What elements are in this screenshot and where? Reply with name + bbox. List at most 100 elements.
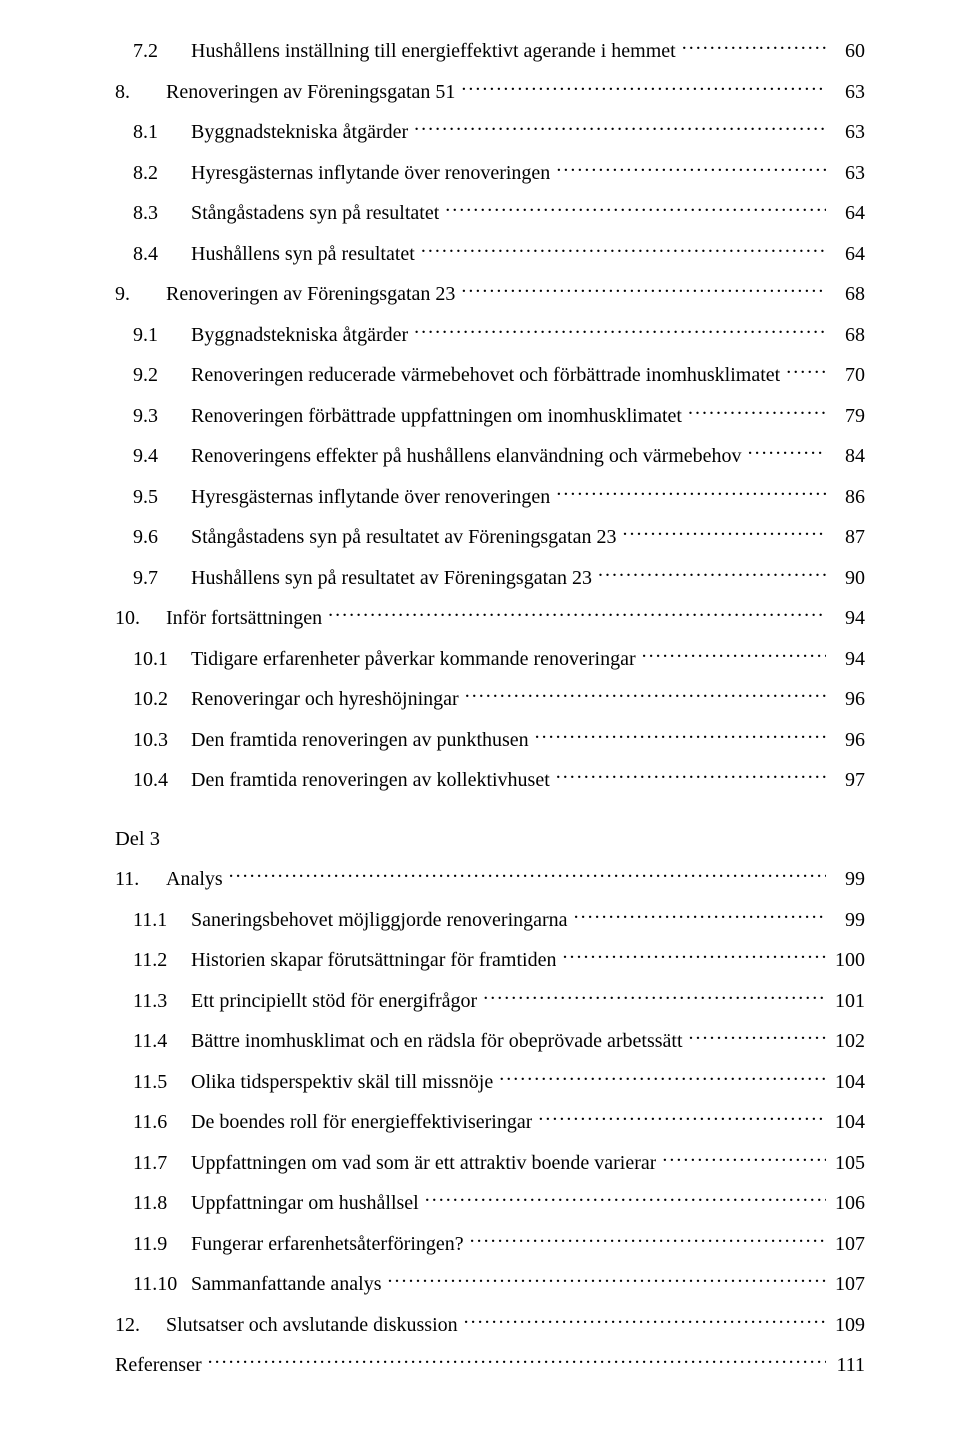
toc-entry-number: 10.3: [133, 727, 191, 754]
toc-entry: Referenser 111: [115, 1349, 865, 1379]
toc-entry: 9.7Hushållens syn på resultatet av Fören…: [115, 562, 865, 592]
toc-entry-number: 11.4: [133, 1028, 191, 1055]
toc-leader-dots: [421, 238, 826, 260]
toc-entry-page: 101: [830, 988, 865, 1015]
toc-entry-number: 11.9: [133, 1231, 191, 1258]
toc-entry-title: Olika tidsperspektiv skäl till missnöje: [191, 1069, 493, 1096]
toc-entry: 9.5Hyresgästernas inflytande över renove…: [115, 481, 865, 511]
toc-entry: 8.1Byggnadstekniska åtgärder63: [115, 116, 865, 146]
toc-entry-title: De boendes roll för energieffektiviserin…: [191, 1109, 532, 1136]
toc-entry-page: 106: [830, 1190, 865, 1217]
toc-entry-number: 8.1: [133, 119, 191, 146]
toc-entry: 11.Analys 99: [115, 863, 865, 893]
toc-entry-title: Hushållens syn på resultatet: [191, 241, 415, 268]
toc-entry: 7.2Hushållens inställning till energieff…: [115, 35, 865, 65]
toc-entry-number: 10.: [115, 605, 166, 632]
toc-entry-page: 96: [830, 686, 865, 713]
toc-entry: 11.10Sammanfattande analys107: [115, 1268, 865, 1298]
toc-leader-dots: [445, 197, 826, 219]
toc-entry: 11.9Fungerar erfarenhetsåterföringen?107: [115, 1228, 865, 1258]
toc-entry-title: Stångåstadens syn på resultatet av Fören…: [191, 524, 616, 551]
toc-group-b: 11.Analys9911.1Saneringsbehovet möjliggj…: [115, 863, 865, 1379]
toc-leader-dots: [388, 1268, 827, 1290]
toc-entry: 10.1Tidigare erfarenheter påverkar komma…: [115, 643, 865, 673]
toc-leader-dots: [622, 521, 826, 543]
toc-leader-dots: [464, 1309, 826, 1331]
toc-entry-page: 87: [830, 524, 865, 551]
toc-entry-page: 96: [830, 727, 865, 754]
toc-entry-title: Den framtida renoveringen av punkthusen: [191, 727, 529, 754]
section-heading-del3: Del 3: [115, 828, 865, 851]
toc-entry: 11.3Ett principiellt stöd för energifråg…: [115, 985, 865, 1015]
toc-entry-page: 63: [830, 160, 865, 187]
toc-entry: 9.6Stångåstadens syn på resultatet av Fö…: [115, 521, 865, 551]
toc-leader-dots: [461, 76, 826, 98]
toc-entry-page: 68: [830, 322, 865, 349]
toc-entry-number: 9.: [115, 281, 166, 308]
toc-entry: 8.Renoveringen av Föreningsgatan 5163: [115, 76, 865, 106]
toc-entry-title: Inför fortsättningen: [166, 605, 322, 632]
toc-leader-dots: [748, 440, 826, 462]
toc-entry-page: 68: [830, 281, 865, 308]
toc-leader-dots: [574, 904, 826, 926]
toc-entry: 11.8Uppfattningar om hushållsel106: [115, 1187, 865, 1217]
toc-entry-page: 64: [830, 200, 865, 227]
toc-entry-title: Renoveringen av Föreningsgatan 23: [166, 281, 455, 308]
toc-leader-dots: [688, 400, 826, 422]
toc-leader-dots: [461, 278, 826, 300]
toc-entry-page: 63: [830, 119, 865, 146]
toc-entry-page: 94: [830, 605, 865, 632]
toc-leader-dots: [556, 157, 826, 179]
toc-entry-page: 105: [830, 1150, 865, 1177]
toc-entry-title: Analys: [166, 866, 223, 893]
toc-entry-title: Referenser: [115, 1352, 202, 1379]
toc-entry-title: Renoveringen av Föreningsgatan 51: [166, 79, 455, 106]
toc-leader-dots: [562, 944, 826, 966]
toc-entry-page: 97: [830, 767, 865, 794]
toc-entry-title: Slutsatser och avslutande diskussion: [166, 1312, 458, 1339]
toc-entry-number: 9.5: [133, 484, 191, 511]
toc-entry: 9.2Renoveringen reducerade värmebehovet …: [115, 359, 865, 389]
toc-leader-dots: [598, 562, 826, 584]
toc-entry-title: Ett principiellt stöd för energifrågor: [191, 988, 477, 1015]
toc-entry-page: 109: [830, 1312, 865, 1339]
toc-leader-dots: [538, 1106, 826, 1128]
toc-entry-number: 10.4: [133, 767, 191, 794]
toc-entry-title: Hyresgästernas inflytande över renoverin…: [191, 160, 550, 187]
toc-entry-title: Hyresgästernas inflytande över renoverin…: [191, 484, 550, 511]
toc-entry-title: Uppfattningen om vad som är ett attrakti…: [191, 1150, 656, 1177]
toc-entry-number: 12.: [115, 1312, 166, 1339]
toc-entry-page: 86: [830, 484, 865, 511]
toc-entry-number: 9.2: [133, 362, 191, 389]
toc-entry-page: 107: [830, 1271, 865, 1298]
toc-entry-title: Renoveringen reducerade värmebehovet och…: [191, 362, 780, 389]
toc-leader-dots: [425, 1187, 826, 1209]
toc-leader-dots: [483, 985, 826, 1007]
toc-entry-title: Hushållens inställning till energieffekt…: [191, 38, 676, 65]
toc-entry-number: 9.7: [133, 565, 191, 592]
toc-entry-number: 11.: [115, 866, 166, 893]
toc-entry-page: 111: [830, 1352, 865, 1379]
toc-entry-page: 94: [830, 646, 865, 673]
toc-leader-dots: [414, 319, 826, 341]
toc-entry-number: 11.6: [133, 1109, 191, 1136]
toc-entry-page: 70: [830, 362, 865, 389]
toc-entry-page: 79: [830, 403, 865, 430]
toc-entry-number: 10.2: [133, 686, 191, 713]
toc-entry-page: 64: [830, 241, 865, 268]
toc-entry: 11.4Bättre inomhusklimat och en rädsla f…: [115, 1025, 865, 1055]
toc-entry-title: Renoveringen förbättrade uppfattningen o…: [191, 403, 682, 430]
toc-entry-title: Tidigare erfarenheter påverkar kommande …: [191, 646, 636, 673]
toc-entry-title: Saneringsbehovet möjliggjorde renovering…: [191, 907, 568, 934]
toc-entry-number: 9.3: [133, 403, 191, 430]
toc-entry: 12.Slutsatser och avslutande diskussion 1…: [115, 1309, 865, 1339]
toc-leader-dots: [556, 764, 826, 786]
toc-entry: 9.4Renoveringens effekter på hushållens …: [115, 440, 865, 470]
toc-entry-title: Hushållens syn på resultatet av Förening…: [191, 565, 592, 592]
toc-entry-page: 63: [830, 79, 865, 106]
toc-entry-number: 11.5: [133, 1069, 191, 1096]
toc-entry-number: 11.7: [133, 1150, 191, 1177]
toc-entry-title: Uppfattningar om hushållsel: [191, 1190, 419, 1217]
toc-leader-dots: [499, 1066, 826, 1088]
toc-entry-page: 99: [830, 866, 865, 893]
